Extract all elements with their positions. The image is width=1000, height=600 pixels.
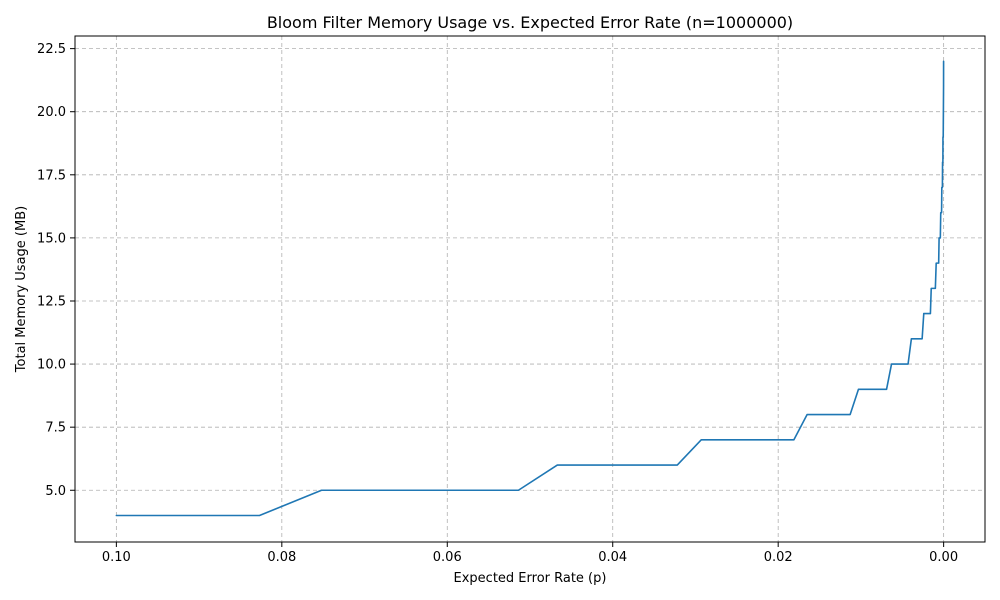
- y-tick-label: 22.5: [37, 42, 66, 57]
- x-tick-label: 0.08: [267, 550, 296, 565]
- y-tick-label: 12.5: [37, 294, 66, 309]
- y-tick-label: 20.0: [37, 105, 66, 120]
- tick-layer: 0.10 0.08 0.06 0.04 0.02 0.00 5.0 7.5 10.0 12.5 15…: [37, 42, 958, 565]
- chart-title: Bloom Filter Memory Usage vs. Expected E…: [267, 13, 793, 32]
- x-tick-label: 0.04: [598, 550, 627, 565]
- series-line: [115, 60, 945, 517]
- y-tick-label: 10.0: [37, 358, 66, 373]
- y-tick-label: 7.5: [45, 421, 66, 436]
- y-tick-label: 5.0: [45, 484, 66, 499]
- x-axis-label: Expected Error Rate (p): [454, 571, 607, 586]
- x-tick-label: 0.06: [433, 550, 462, 565]
- y-axis-label: Total Memory Usage (MB): [14, 206, 29, 373]
- series-layer: [115, 60, 945, 517]
- y-tick-label: 17.5: [37, 168, 66, 183]
- y-tick-label: 15.0: [37, 231, 66, 246]
- x-tick-label: 0.10: [102, 550, 131, 565]
- plot-frame: [74, 35, 986, 543]
- x-tick-label: 0.00: [929, 550, 958, 565]
- x-tick-label: 0.02: [764, 550, 793, 565]
